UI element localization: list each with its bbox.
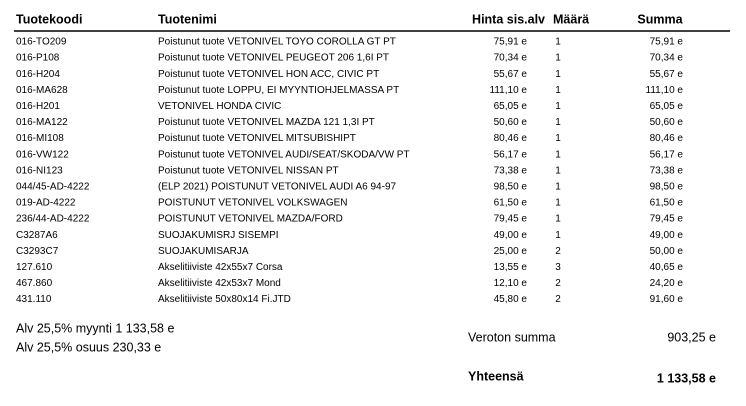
cell-code: 016-MI108: [16, 133, 64, 144]
header-sum: Summa: [637, 12, 683, 26]
cell-name: Akselitiiviste 42x55x7 Corsa: [158, 262, 283, 273]
cell-price: 25,00 e: [494, 246, 528, 257]
cell-code: 016-VW122: [16, 149, 69, 160]
cell-sum: 70,34 e: [650, 53, 684, 64]
cell-qty: 1: [555, 182, 561, 193]
cell-name: Poistunut tuote VETONIVEL NISSAN PT: [158, 165, 339, 176]
cell-price: 73,38 e: [494, 165, 528, 176]
header-price: Hinta sis.alv: [472, 12, 545, 26]
cell-price: 79,45 e: [494, 214, 528, 225]
cell-sum: 50,00 e: [650, 246, 684, 257]
cell-sum: 79,45 e: [650, 214, 684, 225]
cell-qty: 1: [555, 101, 561, 112]
cell-code: C3287A6: [16, 230, 58, 241]
cell-qty: 1: [555, 53, 561, 64]
cell-sum: 49,00 e: [650, 230, 684, 241]
cell-code: 467.860: [16, 278, 53, 289]
cell-sum: 98,50 e: [650, 182, 684, 193]
cell-price: 13,55 e: [494, 262, 528, 273]
cell-qty: 1: [555, 85, 561, 96]
net-value: 903,25 e: [667, 330, 716, 344]
cell-price: 61,50 e: [494, 198, 528, 209]
cell-qty: 1: [555, 230, 561, 241]
header-code: Tuotekoodi: [16, 12, 82, 26]
cell-name: Poistunut tuote LOPPU, EI MYYNTIOHJELMAS…: [158, 85, 399, 96]
cell-code: 019-AD-4222: [16, 198, 76, 209]
cell-code: 016-H201: [16, 101, 60, 112]
cell-name: Akselitiiviste 42x53x7 Mond: [158, 278, 281, 289]
cell-code: 016-MA628: [16, 85, 68, 96]
cell-price: 49,00 e: [494, 230, 528, 241]
cell-code: 016-P108: [16, 53, 60, 64]
cell-qty: 1: [555, 214, 561, 225]
cell-sum: 91,60 e: [650, 294, 684, 305]
total-label: Yhteensä: [468, 369, 524, 383]
cell-code: 016-H204: [16, 69, 60, 80]
cell-qty: 2: [555, 278, 561, 289]
cell-price: 98,50 e: [494, 182, 528, 193]
cell-name: Poistunut tuote VETONIVEL PEUGEOT 206 1,…: [158, 53, 389, 64]
cell-name: SUOJAKUMISARJA: [158, 246, 249, 257]
cell-name: VETONIVEL HONDA CIVIC: [158, 101, 281, 112]
cell-name: Akselitiiviste 50x80x14 Fi.JTD: [158, 294, 291, 305]
cell-name: SUOJAKUMISRJ SISEMPI: [158, 230, 279, 241]
cell-code: C3293C7: [16, 246, 59, 257]
cell-qty: 2: [555, 294, 561, 305]
header-name: Tuotenimi: [158, 12, 217, 26]
cell-sum: 75,91 e: [650, 37, 684, 48]
total-value: 1 133,58 e: [657, 371, 716, 385]
cell-price: 80,46 e: [494, 133, 528, 144]
cell-name: Poistunut tuote VETONIVEL AUDI/SEAT/SKOD…: [158, 149, 410, 160]
cell-name: Poistunut tuote VETONIVEL MAZDA 121 1,3I…: [158, 117, 375, 128]
cell-price: 45,80 e: [494, 294, 528, 305]
cell-price: 70,34 e: [494, 53, 528, 64]
cell-name: Poistunut tuote VETONIVEL HON ACC, CIVIC…: [158, 69, 379, 80]
cell-qty: 1: [555, 117, 561, 128]
cell-price: 56,17 e: [494, 149, 528, 160]
cell-price: 65,05 e: [494, 101, 528, 112]
cell-qty: 1: [555, 133, 561, 144]
vat-sales: Alv 25,5% myynti 1 133,58 e: [16, 321, 174, 335]
net-label: Veroton summa: [468, 330, 556, 344]
cell-sum: 50,60 e: [650, 117, 684, 128]
cell-sum: 24,20 e: [650, 278, 684, 289]
header-qty: Määrä: [553, 12, 589, 26]
cell-code: 016-MA122: [16, 117, 68, 128]
cell-qty: 2: [555, 246, 561, 257]
cell-price: 55,67 e: [494, 69, 528, 80]
cell-sum: 80,46 e: [650, 133, 684, 144]
cell-sum: 65,05 e: [650, 101, 684, 112]
cell-name: (ELP 2021) POISTUNUT VETONIVEL AUDI A6 9…: [158, 182, 397, 193]
cell-code: 127.610: [16, 262, 53, 273]
cell-code: 236/44-AD-4222: [16, 214, 90, 225]
vat-share: Alv 25,5% osuus 230,33 e: [16, 340, 161, 354]
cell-qty: 1: [555, 37, 561, 48]
cell-sum: 61,50 e: [650, 198, 684, 209]
cell-sum: 111,10 e: [646, 85, 684, 96]
cell-name: Poistunut tuote VETONIVEL MITSUBISHIPT: [158, 133, 356, 144]
cell-name: POISTUNUT VETONIVEL VOLKSWAGEN: [158, 198, 348, 209]
cell-price: 111,10 e: [490, 85, 528, 96]
cell-qty: 3: [555, 262, 561, 273]
cell-qty: 1: [555, 198, 561, 209]
cell-name: Poistunut tuote VETONIVEL TOYO COROLLA G…: [158, 37, 396, 48]
cell-sum: 56,17 e: [650, 149, 684, 160]
cell-qty: 1: [555, 69, 561, 80]
cell-price: 12,10 e: [494, 278, 528, 289]
cell-code: 044/45-AD-4222: [16, 182, 90, 193]
cell-name: POISTUNUT VETONIVEL MAZDA/FORD: [158, 214, 343, 225]
cell-price: 75,91 e: [494, 37, 528, 48]
cell-qty: 1: [555, 149, 561, 160]
cell-sum: 55,67 e: [650, 69, 684, 80]
cell-code: 431.110: [16, 294, 52, 305]
cell-code: 016-TO209: [16, 37, 67, 48]
cell-code: 016-NI123: [16, 165, 63, 176]
cell-qty: 1: [555, 165, 561, 176]
cell-sum: 73,38 e: [650, 165, 684, 176]
cell-sum: 40,65 e: [650, 262, 684, 273]
cell-price: 50,60 e: [494, 117, 528, 128]
